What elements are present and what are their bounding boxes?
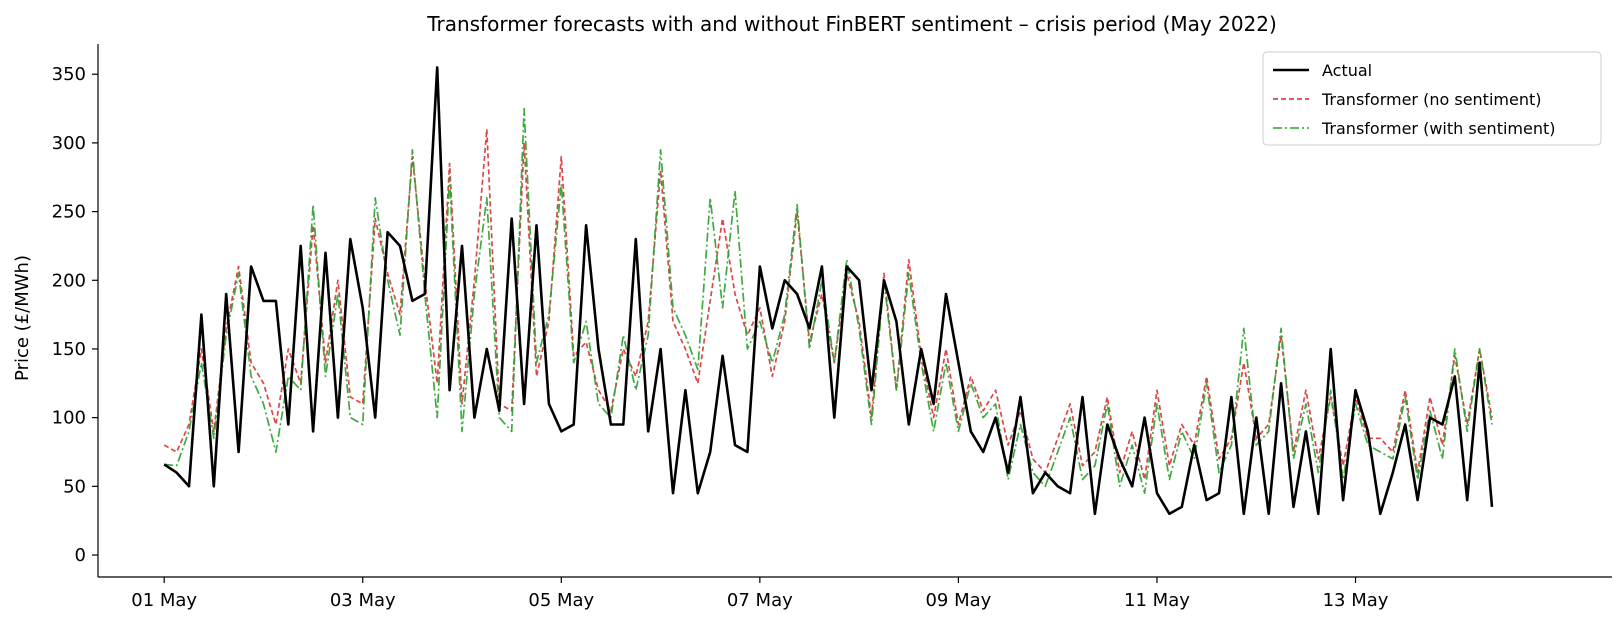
x-tick-label: 11 May	[1124, 590, 1190, 611]
series-line-with-sentiment	[164, 107, 1493, 495]
legend-box	[1262, 51, 1602, 146]
x-tick-label: 03 May	[330, 590, 396, 611]
x-tick-label: 09 May	[925, 590, 991, 611]
y-tick-label: 150	[52, 339, 86, 360]
y-tick-label: 300	[52, 133, 86, 154]
legend-label-actual: Actual	[1322, 61, 1372, 80]
y-tick-label: 200	[52, 270, 86, 291]
chart-title: Transformer forecasts with and without F…	[426, 12, 1277, 36]
y-tick-label: 350	[52, 64, 86, 85]
legend-label-no-sentiment: Transformer (no sentiment)	[1321, 90, 1541, 109]
series-layer	[163, 66, 1494, 516]
legend: Actual Transformer (no sentiment) Transf…	[1262, 51, 1602, 146]
y-tick-label: 0	[75, 545, 86, 566]
x-tick-label: 07 May	[727, 590, 793, 611]
x-tick-label: 13 May	[1323, 590, 1389, 611]
y-ticks: 0 50 100 150 200 250 300 350	[52, 64, 98, 566]
x-ticks: 01 May 03 May 05 May 07 May 09 May 11 May 13 M…	[131, 577, 1389, 611]
x-tick-label: 01 May	[131, 590, 197, 611]
y-tick-label: 250	[52, 202, 86, 223]
plot-area: 0 50 100 150 200 250 300 350 01 May 03 May 05 May…	[52, 44, 1612, 611]
x-tick-label: 05 May	[528, 590, 594, 611]
y-axis-label: Price (£/MWh)	[12, 255, 33, 381]
y-tick-label: 100	[52, 408, 86, 429]
series-line-actual	[163, 66, 1494, 516]
legend-label-with-sentiment: Transformer (with sentiment)	[1321, 119, 1556, 138]
y-tick-label: 50	[63, 476, 86, 497]
